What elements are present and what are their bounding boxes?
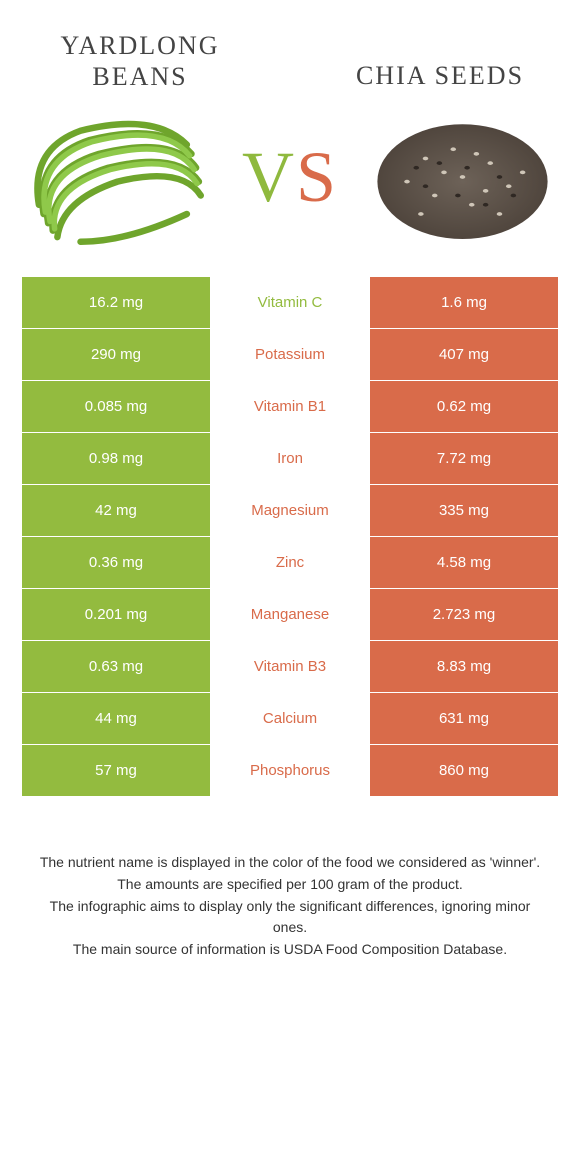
nutrient-value-left: 44 mg [22, 693, 210, 744]
nutrient-row: 290 mgPotassium407 mg [22, 329, 558, 380]
nutrient-name: Potassium [210, 329, 370, 380]
nutrient-name: Zinc [210, 537, 370, 588]
images-row: VS [0, 92, 580, 277]
nutrient-value-left: 0.201 mg [22, 589, 210, 640]
nutrient-value-left: 290 mg [22, 329, 210, 380]
food-image-right [370, 102, 555, 252]
nutrient-row: 0.201 mgManganese2.723 mg [22, 589, 558, 640]
nutrient-value-right: 7.72 mg [370, 433, 558, 484]
nutrient-row: 0.98 mgIron7.72 mg [22, 433, 558, 484]
food-image-left [25, 102, 210, 252]
nutrient-value-left: 0.36 mg [22, 537, 210, 588]
nutrient-value-right: 2.723 mg [370, 589, 558, 640]
nutrient-name: Calcium [210, 693, 370, 744]
nutrient-value-right: 8.83 mg [370, 641, 558, 692]
nutrient-row: 0.63 mgVitamin B38.83 mg [22, 641, 558, 692]
nutrient-value-left: 57 mg [22, 745, 210, 796]
food-title-left: Yardlong beans [30, 30, 250, 92]
nutrient-table: 16.2 mgVitamin C1.6 mg290 mgPotassium407… [0, 277, 580, 796]
vs-v: V [242, 137, 296, 217]
nutrient-name: Phosphorus [210, 745, 370, 796]
vs-s: S [296, 137, 338, 217]
nutrient-row: 0.085 mgVitamin B10.62 mg [22, 381, 558, 432]
footnote-line: The main source of information is USDA F… [35, 939, 545, 961]
nutrient-value-left: 0.085 mg [22, 381, 210, 432]
nutrient-value-left: 0.98 mg [22, 433, 210, 484]
nutrient-value-right: 407 mg [370, 329, 558, 380]
nutrient-row: 44 mgCalcium631 mg [22, 693, 558, 744]
nutrient-value-right: 860 mg [370, 745, 558, 796]
header: Yardlong beans Chia seeds [0, 0, 580, 92]
food-title-right: Chia seeds [330, 60, 550, 91]
nutrient-value-right: 1.6 mg [370, 277, 558, 328]
nutrient-row: 57 mgPhosphorus860 mg [22, 745, 558, 796]
nutrient-row: 0.36 mgZinc4.58 mg [22, 537, 558, 588]
nutrient-name: Manganese [210, 589, 370, 640]
footnote-line: The infographic aims to display only the… [35, 896, 545, 939]
nutrient-name: Iron [210, 433, 370, 484]
nutrient-name: Vitamin B1 [210, 381, 370, 432]
nutrient-name: Vitamin B3 [210, 641, 370, 692]
nutrient-name: Magnesium [210, 485, 370, 536]
nutrient-value-right: 0.62 mg [370, 381, 558, 432]
nutrient-value-right: 4.58 mg [370, 537, 558, 588]
nutrient-value-right: 631 mg [370, 693, 558, 744]
nutrient-name: Vitamin C [210, 277, 370, 328]
vs-label: VS [242, 136, 338, 219]
footnote-line: The amounts are specified per 100 gram o… [35, 874, 545, 896]
nutrient-value-right: 335 mg [370, 485, 558, 536]
nutrient-value-left: 16.2 mg [22, 277, 210, 328]
nutrient-row: 16.2 mgVitamin C1.6 mg [22, 277, 558, 328]
footnote-line: The nutrient name is displayed in the co… [35, 852, 545, 874]
footnotes: The nutrient name is displayed in the co… [0, 797, 580, 960]
nutrient-value-left: 0.63 mg [22, 641, 210, 692]
nutrient-value-left: 42 mg [22, 485, 210, 536]
nutrient-row: 42 mgMagnesium335 mg [22, 485, 558, 536]
